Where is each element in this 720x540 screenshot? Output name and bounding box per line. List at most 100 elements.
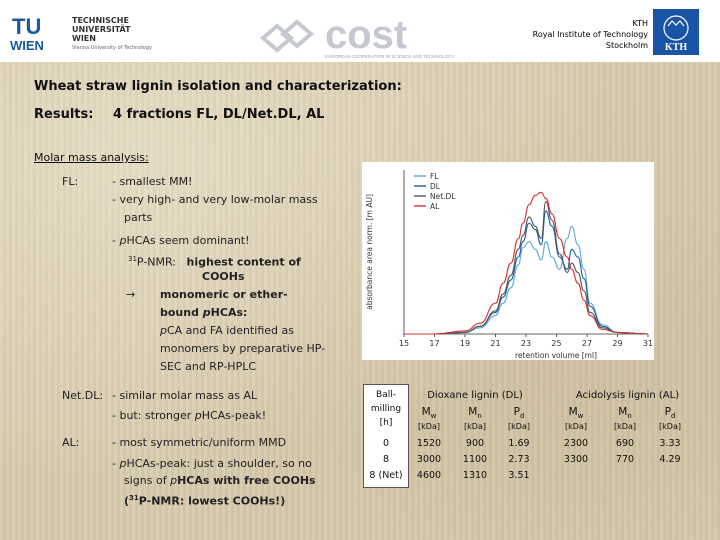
column-header: Pd (664, 406, 676, 421)
fl-bullet-3: - pHCAs seem dominant! (112, 234, 250, 247)
al-bullet-4: (31P-NMR: lowest COOHs!) (124, 494, 286, 508)
acidolysis-title: Acidolysis lignin (AL) (575, 390, 680, 401)
netdl-label: Net.DL: (62, 389, 104, 402)
legend-label: DL (430, 182, 441, 191)
ballmilling-value: 0 (382, 438, 390, 449)
table-cell: 770 (615, 454, 635, 465)
kth-line1: KTH (632, 19, 648, 28)
header-bar: TU WIEN TECHNISCHE UNIVERSITÄT WIEN Vien… (0, 0, 720, 62)
cost-tagline: EUROPEAN COOPERATION IN SCIENCE AND TECH… (325, 54, 455, 59)
x-tick-label: 27 (582, 339, 592, 348)
table-cell: 1520 (416, 438, 442, 449)
x-tick-label: 23 (521, 339, 531, 348)
tu-line3: WIEN (72, 34, 96, 43)
table-cell: 1100 (462, 454, 488, 465)
table-cell: 1.69 (508, 438, 530, 449)
table-cell: 4.29 (659, 454, 681, 465)
tu-wien-name: TECHNISCHE UNIVERSITÄT WIEN Vienna Unive… (72, 16, 152, 53)
ballmilling-value: 8 (Net) (369, 470, 403, 481)
fl-nmr-2: COOHs (202, 270, 245, 283)
tu-wien-logo: TU WIEN (8, 12, 70, 52)
page-title: Wheat straw lignin isolation and charact… (34, 79, 402, 94)
fl-pca-3: SEC and RP-HPLC (160, 360, 257, 373)
molar-mass-chart: 15 17 19 21 23 25 27 29 31 retention volume [ml] a… (365, 170, 653, 360)
fl-monomeric-2: bound pHCAs: (160, 306, 248, 319)
y-axis-label: absorbance area norm. [m AU] (365, 194, 374, 310)
fl-label: FL: (62, 175, 79, 188)
table-cell: 1310 (462, 470, 488, 481)
x-tick-label: 21 (490, 339, 500, 348)
table-cell: 2.73 (508, 454, 530, 465)
kth-logo-text: KTH (665, 42, 687, 53)
tu-line4: Vienna University of Technology (72, 45, 152, 51)
column-unit: [kDa] (659, 422, 681, 431)
series-line-dl (403, 210, 649, 335)
table-cell: 900 (465, 438, 485, 449)
table-cell: 690 (615, 438, 635, 449)
table-cell: 3.33 (659, 438, 681, 449)
fl-bullet-2a: - very high- and very low-molar mass (112, 193, 318, 206)
table-cell: 3300 (563, 454, 589, 465)
column-header: Mn (618, 406, 632, 421)
kth-line3: Stockholm (605, 41, 648, 50)
column-unit: [kDa] (418, 422, 440, 431)
chart-panel: 15 17 19 21 23 25 27 29 31 retention volume [ml] a… (362, 162, 654, 360)
legend-label: FL (430, 172, 439, 181)
al-label: AL: (62, 436, 80, 449)
ballmilling-value: 8 (382, 454, 390, 465)
tu-mark-bottom: WIEN (10, 38, 44, 52)
results-text: 4 fractions FL, DL/Net.DL, AL (113, 107, 325, 122)
table-cell: 4600 (416, 470, 442, 481)
cost-logo: cost EUROPEAN COOPERATION IN SCIENCE AND… (259, 13, 455, 59)
x-tick-label: 17 (429, 339, 439, 348)
legend-label: AL (430, 202, 440, 211)
kth-name: KTH Royal Institute of Technology Stockh… (510, 18, 648, 51)
fl-bullet-1: - smallest MM! (112, 175, 193, 188)
fl-monomeric-1: monomeric or ether- (160, 288, 288, 301)
column-header: Mw (568, 406, 584, 421)
ballmilling-box (363, 384, 409, 488)
x-tick-label: 15 (399, 339, 409, 348)
x-tick-label: 19 (460, 339, 470, 348)
x-tick-label: 25 (551, 339, 561, 348)
series-line-netdl (403, 201, 649, 335)
cost-wordmark: cost (325, 13, 407, 57)
ballmilling-header-2: milling (370, 404, 402, 414)
al-bullet-1: - most symmetric/uniform MMD (112, 436, 287, 449)
fl-pca-1: pCA and FA identified as (160, 324, 295, 337)
molar-mass-heading: Molar mass analysis: (34, 151, 149, 164)
al-bullet-2: - pHCAs-peak: just a shoulder, so no (112, 457, 312, 470)
kth-logo: KTH (653, 9, 699, 55)
fl-pca-2: monomers by preparative HP- (160, 342, 326, 355)
table-cell: 2300 (563, 438, 589, 449)
netdl-bullet-2: - but: stronger pHCAs-peak! (112, 409, 267, 422)
column-unit: [kDa] (614, 422, 636, 431)
tu-line1: TECHNISCHE (72, 16, 129, 25)
ballmilling-header-3: [h] (379, 418, 393, 428)
legend-label: Net.DL (430, 192, 456, 201)
table-cell: 3000 (416, 454, 442, 465)
column-unit: [kDa] (565, 422, 587, 431)
arrow-icon: → (126, 288, 136, 301)
x-axis-label: retention volume [ml] (515, 351, 597, 360)
series-line-al (403, 191, 649, 335)
column-header: Pd (513, 406, 525, 421)
x-tick-label: 29 (612, 339, 622, 348)
column-header: Mn (468, 406, 482, 421)
series-line-fl (403, 225, 649, 335)
table-cell: 3.51 (508, 470, 530, 481)
dioxane-title: Dioxane lignin (DL) (427, 390, 523, 401)
column-unit: [kDa] (508, 422, 530, 431)
fl-bullet-2b: parts (124, 211, 153, 224)
tu-line2: UNIVERSITÄT (72, 25, 131, 34)
results-label: Results: (34, 107, 94, 122)
column-unit: [kDa] (464, 422, 486, 431)
al-bullet-3: signs of pHCAs with free COOHs (124, 474, 316, 487)
column-header: Mw (421, 406, 437, 421)
tu-mark-top: TU (12, 14, 41, 39)
x-tick-label: 31 (643, 339, 653, 348)
ballmilling-header-1: Ball- (376, 390, 396, 400)
kth-line2: Royal Institute of Technology (532, 30, 648, 39)
netdl-bullet-1: - similar molar mass as AL (112, 389, 258, 402)
fl-nmr: 31P-NMR: highest content of (128, 255, 301, 269)
